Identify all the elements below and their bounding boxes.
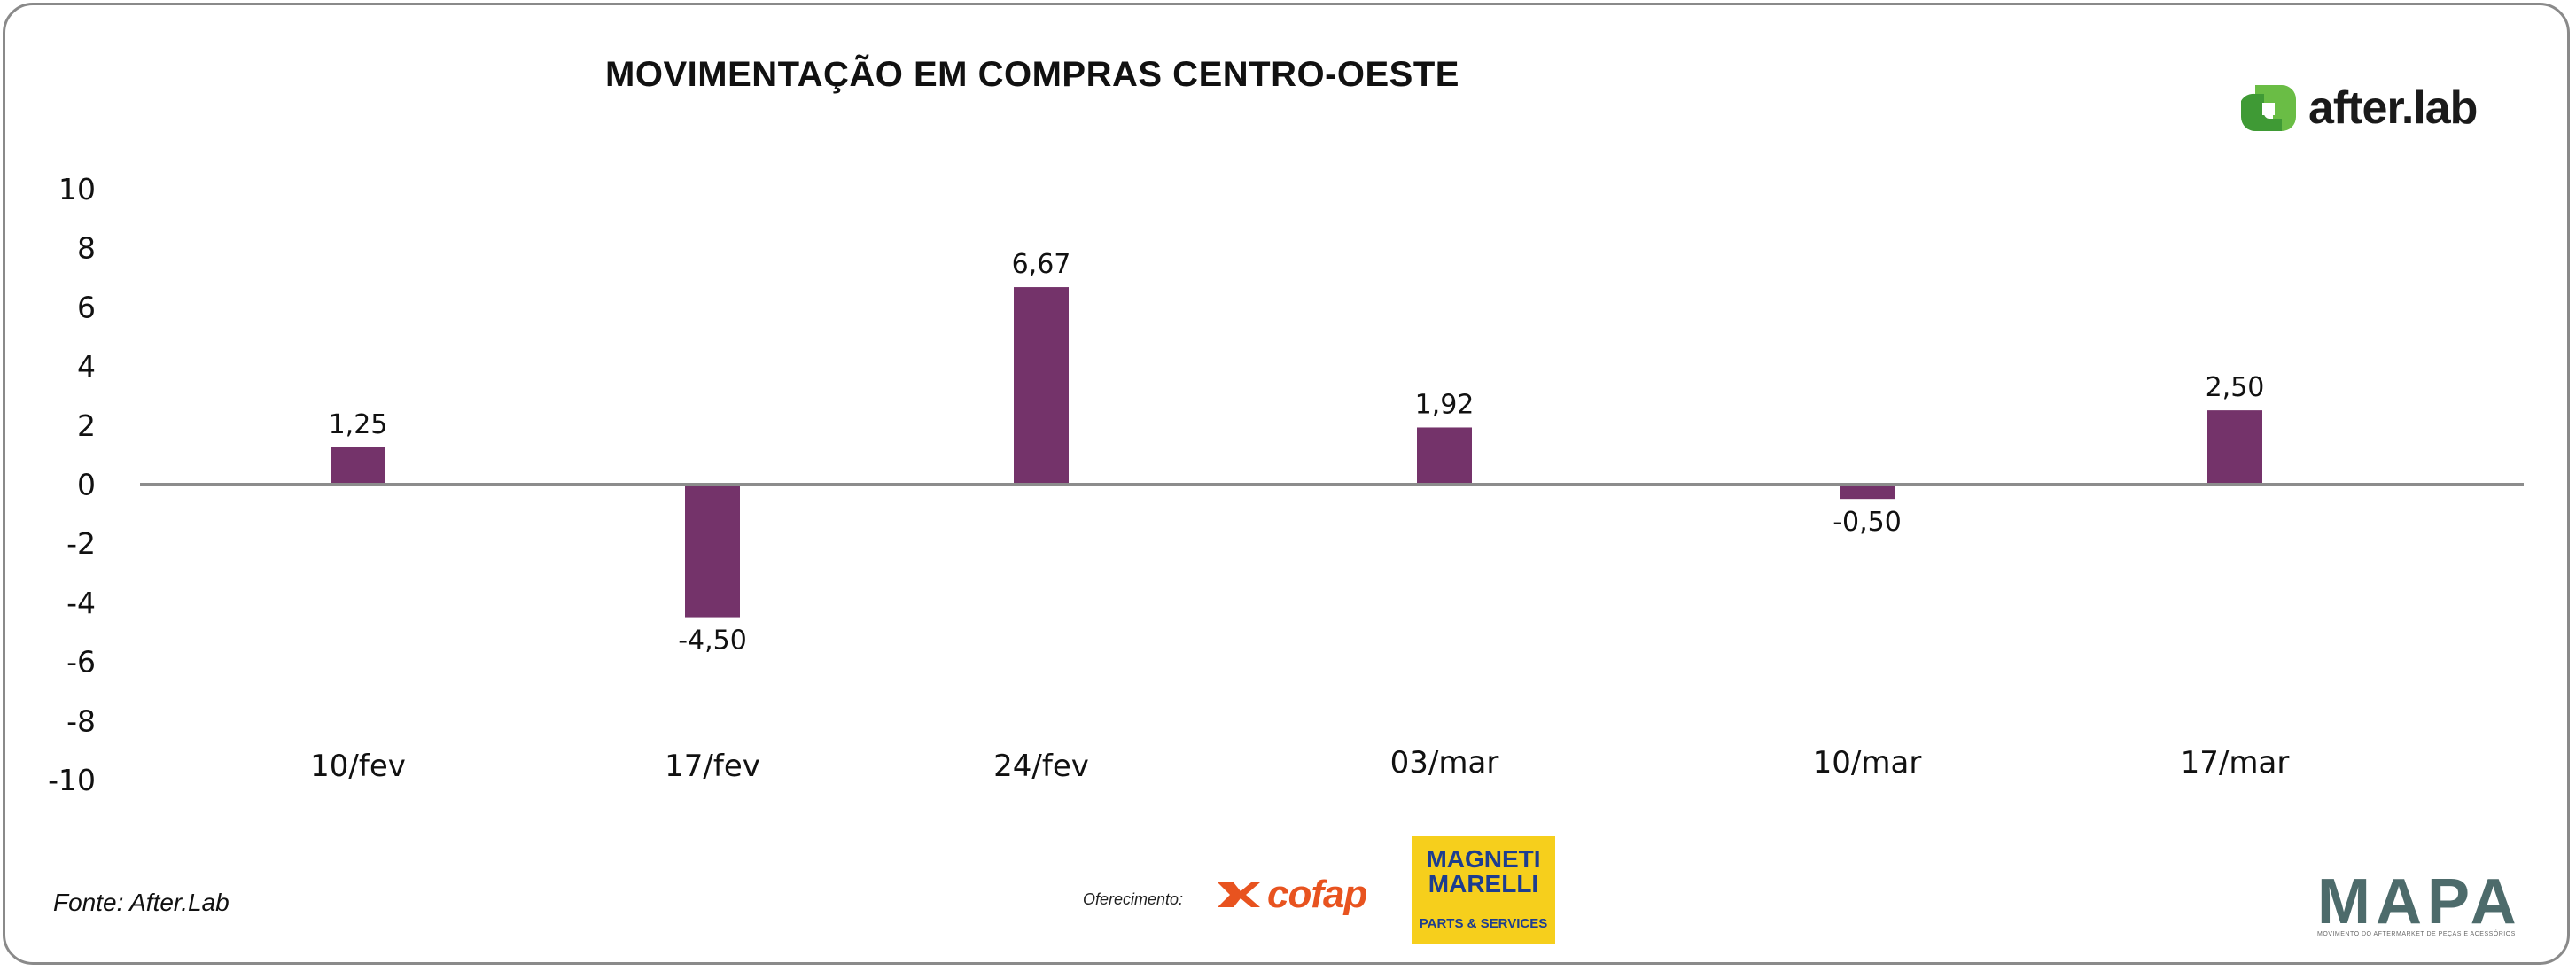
mapa-tagline: MOVIMENTO DO AFTERMARKET DE PEÇAS E ACES… bbox=[2317, 931, 2516, 937]
x-tick-label: 03/mar bbox=[1390, 745, 1499, 781]
y-tick-label: -6 bbox=[66, 645, 96, 680]
cofap-icon bbox=[1218, 882, 1260, 907]
magneti-marelli-logo: MAGNETI MARELLI PARTS & SERVICES bbox=[1412, 836, 1555, 944]
y-tick-label: -2 bbox=[66, 526, 96, 561]
mapa-wordmark: MAPA bbox=[2317, 866, 2522, 937]
y-tick-label: 4 bbox=[77, 349, 96, 384]
magneti-marelli-tagline: PARTS & SERVICES bbox=[1419, 916, 1548, 931]
x-tick-label: 24/fev bbox=[993, 749, 1089, 784]
y-tick-label: 6 bbox=[77, 290, 96, 324]
mapa-logo: MAPA MOVIMENTO DO AFTERMARKET DE PEÇAS E… bbox=[2317, 866, 2522, 937]
x-tick-label: 17/fev bbox=[665, 749, 760, 784]
y-tick-label: 8 bbox=[77, 231, 96, 266]
magneti-marelli-wordmark: MAGNETI MARELLI bbox=[1426, 845, 1541, 897]
bar bbox=[331, 447, 385, 485]
y-tick-label: -10 bbox=[48, 763, 96, 797]
chart-title: MOVIMENTAÇÃO EM COMPRAS CENTRO-OESTE bbox=[605, 55, 1459, 94]
cofap-logo: cofap bbox=[1216, 873, 1367, 917]
bar bbox=[685, 484, 740, 618]
afterlab-logo: after.lab bbox=[2237, 82, 2478, 135]
data-label: 2,50 bbox=[2206, 372, 2265, 403]
data-label: -0,50 bbox=[1833, 507, 1902, 538]
y-tick-label: 0 bbox=[77, 468, 96, 502]
bar bbox=[1014, 287, 1069, 485]
y-tick-label: 10 bbox=[58, 172, 96, 206]
data-label: 1,25 bbox=[329, 409, 388, 440]
x-tick-label: 10/mar bbox=[1813, 745, 1922, 781]
source-note: Fonte: After.Lab bbox=[53, 889, 230, 916]
data-label: 1,92 bbox=[1415, 389, 1475, 420]
y-tick-label: -8 bbox=[66, 703, 96, 738]
x-tick-label: 10/fev bbox=[310, 749, 406, 784]
afterlab-icon bbox=[2237, 82, 2300, 135]
bar bbox=[1417, 427, 1472, 485]
x-tick-label: 17/mar bbox=[2181, 745, 2290, 781]
sponsor-label: Oferecimento: bbox=[1083, 890, 1184, 908]
y-tick-label: 2 bbox=[77, 408, 96, 443]
bar bbox=[2207, 410, 2262, 485]
data-label: 6,67 bbox=[1012, 249, 1071, 280]
afterlab-wordmark: after.lab bbox=[2308, 82, 2478, 134]
cofap-wordmark: cofap bbox=[1267, 873, 1367, 916]
bar bbox=[1840, 484, 1895, 500]
data-label: -4,50 bbox=[678, 625, 747, 656]
y-tick-label: -4 bbox=[66, 586, 96, 620]
